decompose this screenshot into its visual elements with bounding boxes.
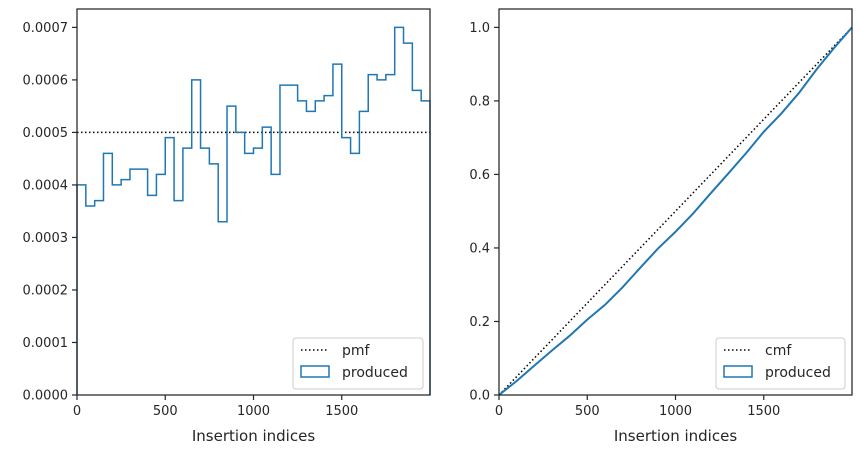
legend-cmf-label: cmf — [765, 343, 792, 359]
y-tick-label: 0.0007 — [23, 21, 69, 36]
legend: pmf produced — [292, 337, 424, 390]
x-tick-label: 0 — [73, 404, 81, 419]
produced-histogram-step — [76, 26, 431, 395]
legend-produced-label: produced — [342, 365, 408, 381]
y-tick-label: 0.0001 — [23, 336, 69, 351]
legend: cmf produced — [715, 337, 846, 390]
y-tick-label: 0.0005 — [23, 126, 69, 141]
y-tick-label: 0.2 — [469, 315, 490, 330]
y-tick-label: 0.8 — [469, 94, 490, 109]
y-tick-label: 0.0002 — [23, 283, 69, 298]
legend-produced-label: produced — [765, 365, 831, 381]
x-tick-label: 1500 — [325, 404, 358, 419]
x-tick-label: 1000 — [237, 404, 270, 419]
x-tick-label: 0 — [495, 404, 503, 419]
x-axis-label: Insertion indices — [192, 427, 315, 445]
legend-produced-swatch — [723, 365, 753, 378]
y-tick-label: 0.0004 — [23, 178, 69, 193]
y-tick-label: 0.6 — [469, 168, 490, 183]
y-tick-label: 0.0 — [469, 389, 490, 404]
y-tick-label: 0.4 — [469, 241, 490, 256]
x-tick-label: 500 — [575, 404, 600, 419]
x-axis-label: Insertion indices — [614, 427, 737, 445]
cmf-line-panel: 0 500 1000 1500 0.0 0.2 0.4 0.6 0.8 1.0 Insertion… — [469, 8, 853, 445]
y-tick-label: 0.0006 — [23, 73, 69, 88]
pmf-histogram-panel: 0 500 1000 1500 0.0000 0.0001 0.0002 0.0003 0.00… — [23, 8, 431, 445]
y-tick-label: 0.0003 — [23, 231, 69, 246]
x-tick-label: 1500 — [747, 404, 780, 419]
x-tick-label: 1000 — [659, 404, 692, 419]
x-tick-label: 500 — [153, 404, 178, 419]
y-tick-label: 1.0 — [469, 21, 490, 36]
legend-produced-swatch — [300, 365, 330, 378]
cmf-reference-line — [498, 26, 853, 396]
legend-pmf-label: pmf — [342, 343, 371, 359]
y-tick-label: 0.0000 — [23, 389, 69, 404]
produced-cumulative-line — [498, 26, 853, 396]
